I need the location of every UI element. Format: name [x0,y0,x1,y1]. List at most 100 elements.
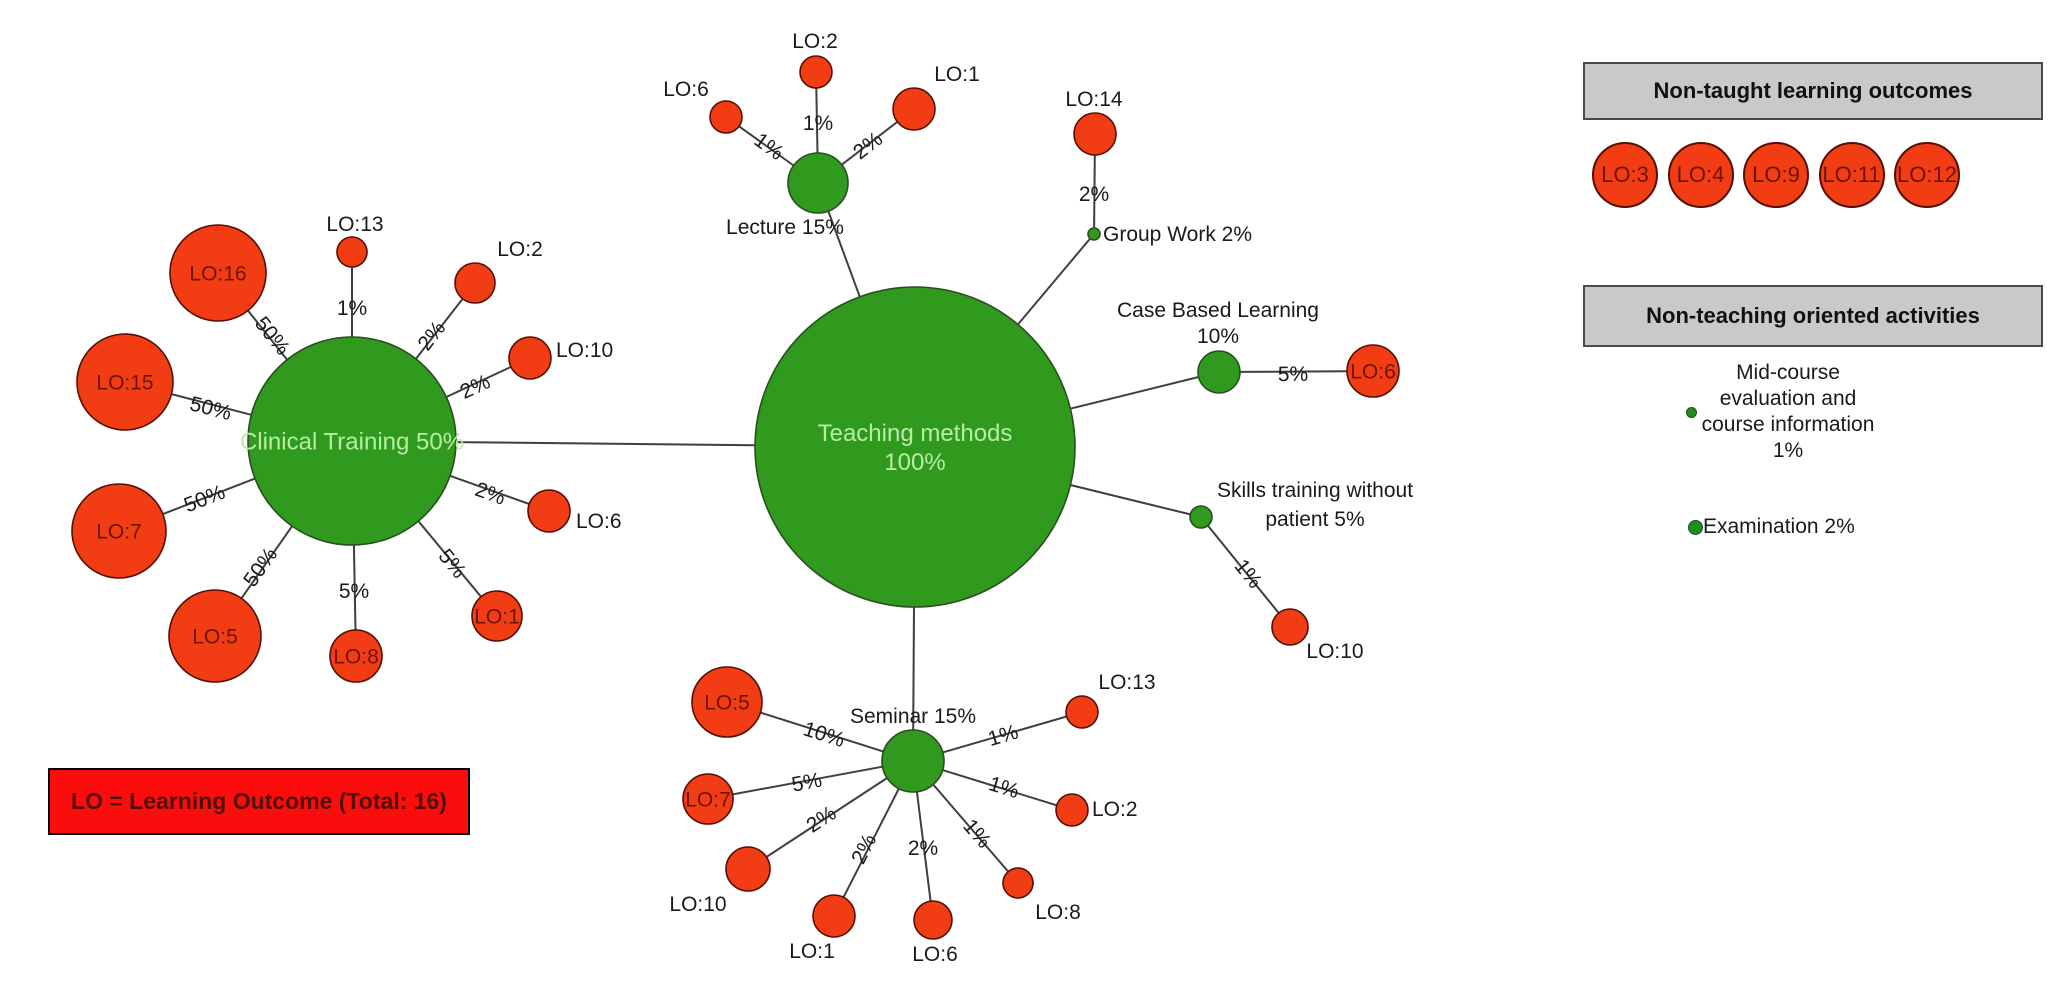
node-label: LO:8 [1035,901,1081,924]
edge-label: 1% [985,720,1021,751]
outcome-node-l6 [709,100,743,134]
edge-lecture-l6 [738,125,795,167]
node-label: LO:6 [663,78,709,101]
edge-seminar-se1 [842,788,900,898]
node-label: LO:1 [789,940,835,963]
edge-cbl-cb6 [1239,370,1348,373]
legend-activities-panel: Non-teaching oriented activities [1583,285,2043,347]
outcome-node-s10 [1271,608,1309,646]
node-label: 100% [884,449,945,476]
edge-clinical-c5 [240,525,294,599]
edge-label: 50% [187,392,233,425]
outcome-node-se10 [725,846,771,892]
method-node-lecture [787,152,849,214]
edge-label: 1% [803,112,833,135]
edge-clinical-c15 [171,393,252,416]
node-label: Teaching methods [818,420,1013,447]
node-label: 10% [1197,325,1239,348]
outcome-node-se8 [1002,867,1034,899]
outcome-node-se6 [913,900,953,940]
lo-definition-text: LO = Learning Outcome (Total: 16) [71,788,447,814]
node-label: Clinical Training 50% [240,428,464,455]
node-label: LO:5 [704,691,750,714]
node-label: LO:10 [669,893,726,916]
lo-definition-note: LO = Learning Outcome (Total: 16) [48,768,470,835]
node-label: LO:15 [96,371,153,394]
outcome-node-se5 [691,666,763,738]
edge-lecture-l2 [815,87,819,154]
edge-label: 2% [802,802,840,838]
edge-teaching-skills [1070,484,1191,516]
edge-seminar-se2 [942,769,1057,807]
edge-label: 2% [472,478,508,510]
edge-label: 2% [908,837,938,860]
outcome-node-c16 [169,224,267,322]
node-label: LO:13 [326,213,383,236]
edge-clinical-c1 [417,520,482,598]
edge-label: 5% [339,580,369,603]
edge-teaching-clinical [455,441,756,447]
node-label: LO:2 [1092,798,1138,821]
edge-seminar-se13 [942,715,1067,754]
node-label: LO:1 [934,63,980,86]
legend-outcome-circle: LO:4 [1667,142,1734,208]
node-label: patient 5% [1265,508,1364,531]
edge-seminar-se5 [760,711,884,753]
node-label: LO:13 [1098,671,1155,694]
method-node-teaching [754,286,1076,608]
outcome-node-se1 [812,894,856,938]
outcome-node-c13 [336,236,368,268]
edge-groupwork-g14 [1093,154,1096,229]
node-label: Lecture 15% [726,216,844,239]
edge-teaching-seminar [912,606,915,731]
examination-label: Examination 2% [1703,515,1855,538]
node-label: LO:2 [497,238,543,261]
legend-outcome-circle: LO:3 [1592,142,1658,208]
node-label: LO:2 [792,30,838,53]
legend-outcome-circle: LO:11 [1818,142,1885,208]
edge-clinical-c16 [247,309,288,361]
mid-course-line: evaluation and [1719,387,1857,410]
node-label: LO:6 [912,943,958,966]
legend-activities-title: Non-teaching oriented activities [1646,303,1980,328]
edge-clinical-c6 [449,474,530,505]
edge-label: 2% [847,830,881,867]
node-label: Group Work 2% [1103,223,1252,246]
outcome-node-g14 [1073,112,1117,156]
edge-label: 1% [337,297,367,320]
node-label: LO:10 [1306,640,1363,663]
edge-label: 1% [986,772,1022,803]
edge-teaching-lecture [827,210,861,298]
node-label: Skills training without [1217,479,1413,502]
mid-course-line: course information [1701,413,1875,436]
edge-label: 50% [181,481,228,518]
edge-label: 5% [1278,363,1309,386]
legend-non-taught-title: Non-taught learning outcomes [1653,78,1973,103]
outcome-node-se7 [682,773,734,825]
node-label: LO:1 [474,605,520,628]
outcome-node-se13 [1065,695,1099,729]
edge-clinical-c7 [162,477,256,516]
mid-course-label: Mid-course evaluation and course informa… [1678,360,1898,464]
node-label: LO:6 [1350,360,1396,383]
outcome-node-l2 [799,55,833,89]
outcome-node-c6 [527,489,571,533]
node-label: LO:5 [192,625,238,648]
outcome-node-c1 [471,590,523,642]
node-label: LO:10 [556,339,613,362]
edge-seminar-se8 [932,783,1009,873]
outcome-node-c2 [454,262,496,304]
outcome-node-se2 [1055,793,1089,827]
method-node-cbl [1197,350,1241,394]
edge-clinical-c10 [445,365,512,398]
edge-teaching-cbl [1070,376,1199,410]
method-node-clinical [247,336,457,546]
method-node-seminar [881,729,945,793]
outcome-node-c7 [71,483,167,579]
edge-clinical-c2 [415,298,464,360]
node-label: LO:14 [1065,88,1123,111]
node-label: LO:6 [576,510,622,533]
legend-outcome-circle: LO:9 [1743,142,1809,208]
